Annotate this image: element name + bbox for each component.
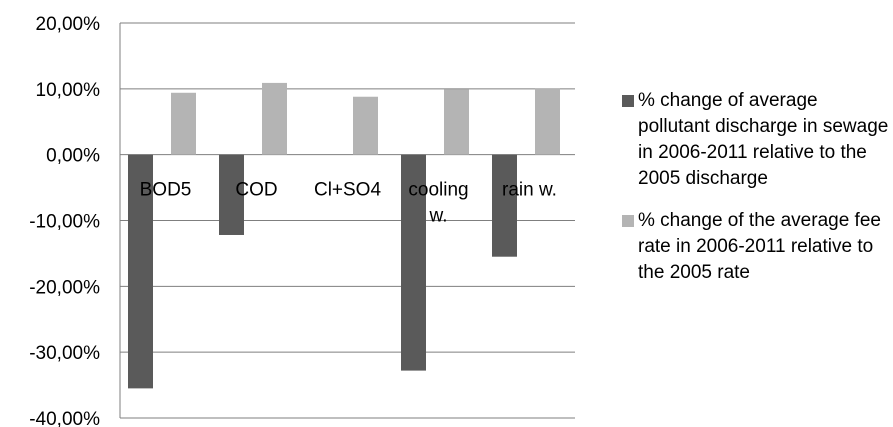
y-tick-label: -30,00% bbox=[29, 343, 100, 364]
legend: % change of average pollutant discharge … bbox=[622, 88, 892, 286]
bar-series-2 bbox=[535, 88, 560, 155]
category-label: cooling bbox=[408, 180, 468, 201]
bar-series-2 bbox=[444, 89, 469, 155]
bar-series-1 bbox=[492, 154, 517, 257]
legend-item-discharge-change: % change of average pollutant discharge … bbox=[622, 88, 892, 192]
y-tick-label: -20,00% bbox=[29, 277, 100, 298]
y-tick-label: -40,00% bbox=[29, 409, 100, 427]
y-tick-label: 0,00% bbox=[46, 146, 100, 167]
bar-series-1 bbox=[128, 154, 153, 389]
y-tick-label: -10,00% bbox=[29, 212, 100, 233]
bar-series-1 bbox=[219, 154, 244, 235]
legend-item-fee-rate-change: % change of the average fee rate in 2006… bbox=[622, 208, 892, 286]
legend-swatch-discharge-change bbox=[622, 95, 634, 107]
bar-series-2 bbox=[262, 82, 287, 155]
y-tick-label: 20,00% bbox=[36, 14, 101, 35]
category-label: w. bbox=[429, 206, 448, 227]
y-axis-tick-labels: 20,00% 10,00% 0,00% -10,00% -20,00% -30,00% -4… bbox=[29, 14, 100, 427]
category-label: BOD5 bbox=[140, 180, 192, 201]
category-label: Cl+SO4 bbox=[314, 180, 381, 201]
bars bbox=[128, 82, 560, 389]
legend-label-fee-rate-change: % change of the average fee rate in 2006… bbox=[638, 210, 881, 283]
legend-swatch-fee-rate-change bbox=[622, 215, 634, 227]
legend-label-discharge-change: % change of average pollutant discharge … bbox=[638, 90, 889, 189]
category-labels: BOD5 COD Cl+SO4 cooling w. rain w. bbox=[140, 180, 557, 227]
bar-series-1 bbox=[401, 154, 426, 371]
y-tick-label: 10,00% bbox=[36, 80, 101, 101]
bar-series-2 bbox=[171, 92, 196, 155]
category-label: COD bbox=[235, 180, 277, 201]
category-label: rain w. bbox=[502, 180, 557, 201]
bar-series-2 bbox=[353, 96, 378, 155]
